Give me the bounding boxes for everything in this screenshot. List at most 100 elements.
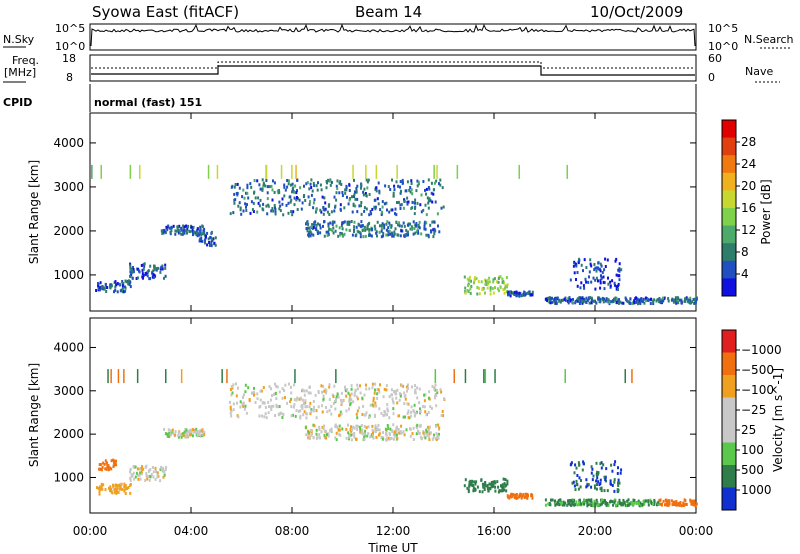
- heatmap-cell: [601, 271, 604, 274]
- heatmap-cell: [161, 267, 164, 271]
- heatmap-cell: [323, 433, 326, 437]
- heatmap-cell: [414, 198, 417, 202]
- heatmap-cell: [335, 397, 338, 401]
- heatmap-cell: [341, 221, 344, 225]
- heatmap-cell: [341, 227, 344, 231]
- heatmap-cell: [496, 280, 498, 284]
- heatmap-cell: [470, 285, 473, 288]
- heatmap-cell: [603, 281, 606, 285]
- heatmap-cell: [275, 397, 278, 400]
- heatmap-cell: [572, 503, 575, 507]
- heatmap-cell: [305, 227, 308, 230]
- heatmap-cell: [606, 298, 609, 302]
- heatmap-cell: [435, 424, 438, 428]
- heatmap-cell: [432, 192, 435, 196]
- heatmap-cell: [116, 290, 119, 294]
- heatmap-cell: [585, 280, 588, 284]
- heatmap-cell: [366, 186, 369, 190]
- heatmap-cell: [355, 437, 358, 441]
- heatmap-cell: [611, 484, 614, 487]
- heatmap-cell: [364, 429, 367, 433]
- heatmap-cell: [360, 183, 363, 187]
- heatmap-cell: [135, 471, 138, 475]
- heatmap-cell: [612, 503, 615, 507]
- heatmap-cell: [331, 222, 334, 226]
- heatmap-cell: [429, 405, 432, 409]
- heatmap-cell: [355, 395, 358, 399]
- heatmap-cell: [410, 225, 413, 229]
- heatmap-cell: [124, 484, 127, 487]
- freq-tick-top: 18: [62, 52, 76, 65]
- heatmap-cell: [518, 493, 521, 497]
- heatmap-cell: [369, 233, 372, 237]
- heatmap-cell: [396, 401, 399, 405]
- heatmap-cell: [473, 281, 475, 285]
- heatmap-cell: [378, 230, 381, 234]
- heatmap-cell: [304, 405, 307, 409]
- heatmap-cell: [314, 210, 317, 214]
- heatmap-cell: [647, 503, 650, 507]
- heatmap-cell: [489, 286, 492, 290]
- heatmap-cell: [427, 186, 430, 189]
- heatmap-cell: [139, 471, 142, 475]
- heatmap-cell: [320, 384, 323, 388]
- heatmap-cell: [578, 503, 581, 507]
- heatmap-cell: [310, 410, 313, 414]
- heatmap-cell: [359, 427, 362, 431]
- heatmap-cell: [427, 178, 430, 182]
- heatmap-cell: [210, 244, 213, 248]
- heatmap-cell: [330, 412, 333, 416]
- heatmap-cell: [268, 185, 271, 189]
- heatmap-cell: [124, 285, 126, 289]
- heatmap-cell: [379, 383, 381, 387]
- nave-tick-bottom: 0: [708, 71, 715, 84]
- heatmap-cell: [554, 301, 557, 305]
- heatmap-cell: [470, 481, 473, 485]
- heatmap-cell: [380, 210, 383, 214]
- heatmap-cell: [624, 369, 626, 384]
- heatmap-cell: [146, 474, 149, 478]
- heatmap-cell: [640, 299, 643, 303]
- heatmap-cell: [429, 199, 432, 203]
- heatmap-cell: [138, 467, 141, 471]
- heatmap-cell: [392, 234, 395, 238]
- heatmap-cell: [641, 503, 644, 507]
- heatmap-cell: [265, 416, 268, 420]
- heatmap-cell: [510, 493, 513, 497]
- heatmap-cell: [604, 501, 607, 505]
- heatmap-cell: [350, 433, 353, 437]
- heatmap-cell: [567, 301, 570, 305]
- heatmap-cell: [326, 410, 329, 414]
- heatmap-cell: [573, 471, 576, 475]
- heatmap-cell: [188, 229, 191, 233]
- heatmap-cell: [508, 292, 511, 296]
- heatmap-cell: [370, 228, 373, 232]
- heatmap-cell: [356, 383, 359, 387]
- heatmap-cell: [617, 284, 620, 288]
- heatmap-cell: [406, 412, 409, 416]
- heatmap-cell: [418, 431, 421, 435]
- heatmap-cell: [377, 423, 380, 427]
- heatmap-cell: [162, 467, 164, 471]
- heatmap-cell: [174, 232, 177, 236]
- heatmap-cell: [580, 502, 583, 506]
- heatmap-cell: [375, 186, 378, 190]
- heatmap-cell: [603, 287, 606, 291]
- heatmap-cell: [375, 164, 378, 179]
- heatmap-cell: [300, 207, 303, 211]
- heatmap-cell: [440, 390, 443, 394]
- heatmap-cell: [363, 206, 366, 210]
- heatmap-cell: [395, 220, 398, 224]
- nsky-tick-bottom: 10^0: [55, 40, 85, 53]
- heatmap-cell: [396, 233, 399, 237]
- heatmap-cell: [221, 369, 223, 384]
- heatmap-cell: [406, 389, 408, 393]
- heatmap-cell: [201, 432, 204, 436]
- heatmap-cell: [323, 220, 325, 224]
- heatmap-cell: [323, 208, 326, 212]
- heatmap-cell: [334, 424, 337, 428]
- heatmap-cell: [615, 287, 618, 291]
- heatmap-cell: [674, 500, 677, 504]
- heatmap-cell: [256, 397, 259, 401]
- heatmap-cell: [335, 438, 338, 442]
